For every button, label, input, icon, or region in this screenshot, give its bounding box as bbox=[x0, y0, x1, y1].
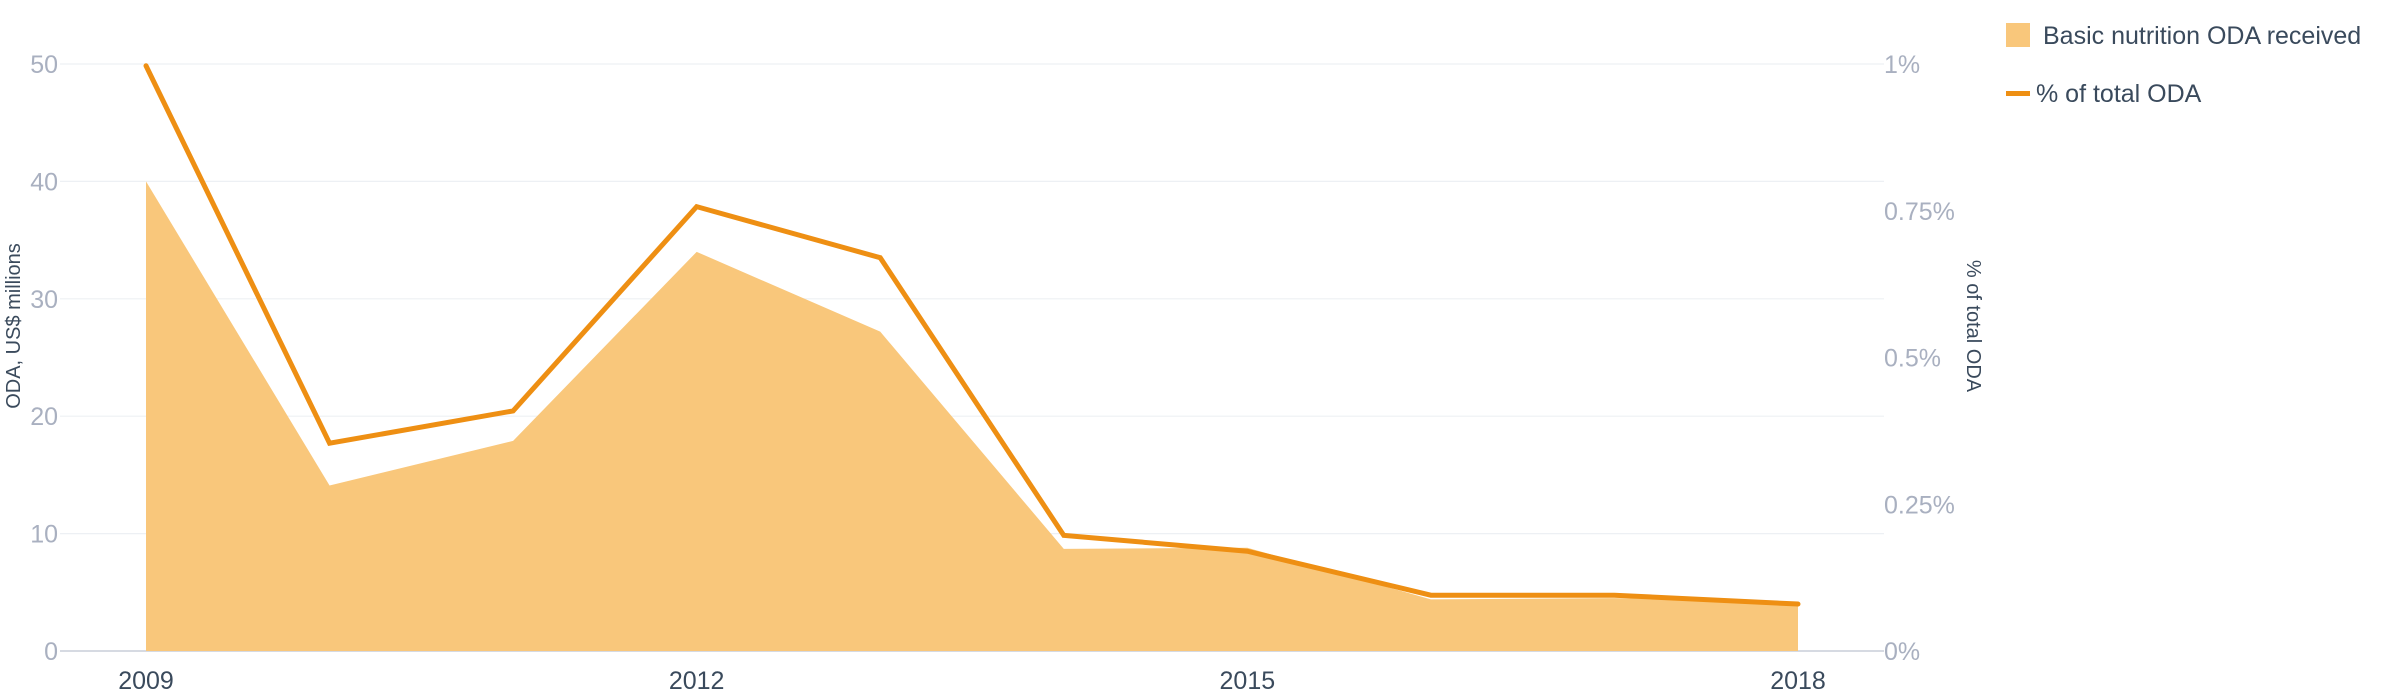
left-tick-label: 0 bbox=[44, 638, 58, 666]
left-axis-ticks: 0 10 20 30 40 50 bbox=[30, 51, 58, 666]
x-tick-label: 2012 bbox=[669, 667, 725, 695]
legend-swatch-area bbox=[2006, 23, 2030, 47]
legend-label-line: % of total ODA bbox=[2036, 80, 2202, 108]
left-tick-label: 30 bbox=[30, 286, 58, 314]
left-tick-label: 20 bbox=[30, 403, 58, 431]
x-axis-ticks: 2009 2012 2015 2018 bbox=[118, 667, 1826, 695]
x-tick-label: 2009 bbox=[118, 667, 174, 695]
right-tick-label: 1% bbox=[1884, 51, 1920, 79]
left-tick-label: 50 bbox=[30, 51, 58, 79]
right-tick-label: 0.25% bbox=[1884, 491, 1955, 519]
right-tick-label: 0.5% bbox=[1884, 345, 1941, 373]
line-pct-total-oda bbox=[143, 63, 1801, 607]
right-axis-title: % of total ODA bbox=[1962, 260, 1984, 393]
legend-item-line: % of total ODA bbox=[2006, 80, 2202, 108]
right-tick-label: 0% bbox=[1884, 638, 1920, 666]
x-tick-label: 2018 bbox=[1770, 667, 1826, 695]
line-series bbox=[143, 63, 1801, 607]
area-nutrition-oda bbox=[146, 181, 1798, 651]
left-tick-label: 10 bbox=[30, 521, 58, 549]
legend: Basic nutrition ODA received % of total … bbox=[2006, 22, 2361, 108]
area-series bbox=[146, 181, 1798, 651]
right-tick-label: 0.75% bbox=[1884, 198, 1955, 226]
left-tick-label: 40 bbox=[30, 168, 58, 196]
legend-swatch-line bbox=[2006, 91, 2030, 96]
right-axis-ticks: 0% 0.25% 0.5% 0.75% 1% bbox=[1884, 51, 1955, 666]
legend-item-area: Basic nutrition ODA received bbox=[2006, 22, 2361, 50]
x-tick-label: 2015 bbox=[1220, 667, 1276, 695]
legend-label-area: Basic nutrition ODA received bbox=[2043, 22, 2361, 50]
left-axis-title: ODA, US$ millions bbox=[3, 243, 25, 409]
